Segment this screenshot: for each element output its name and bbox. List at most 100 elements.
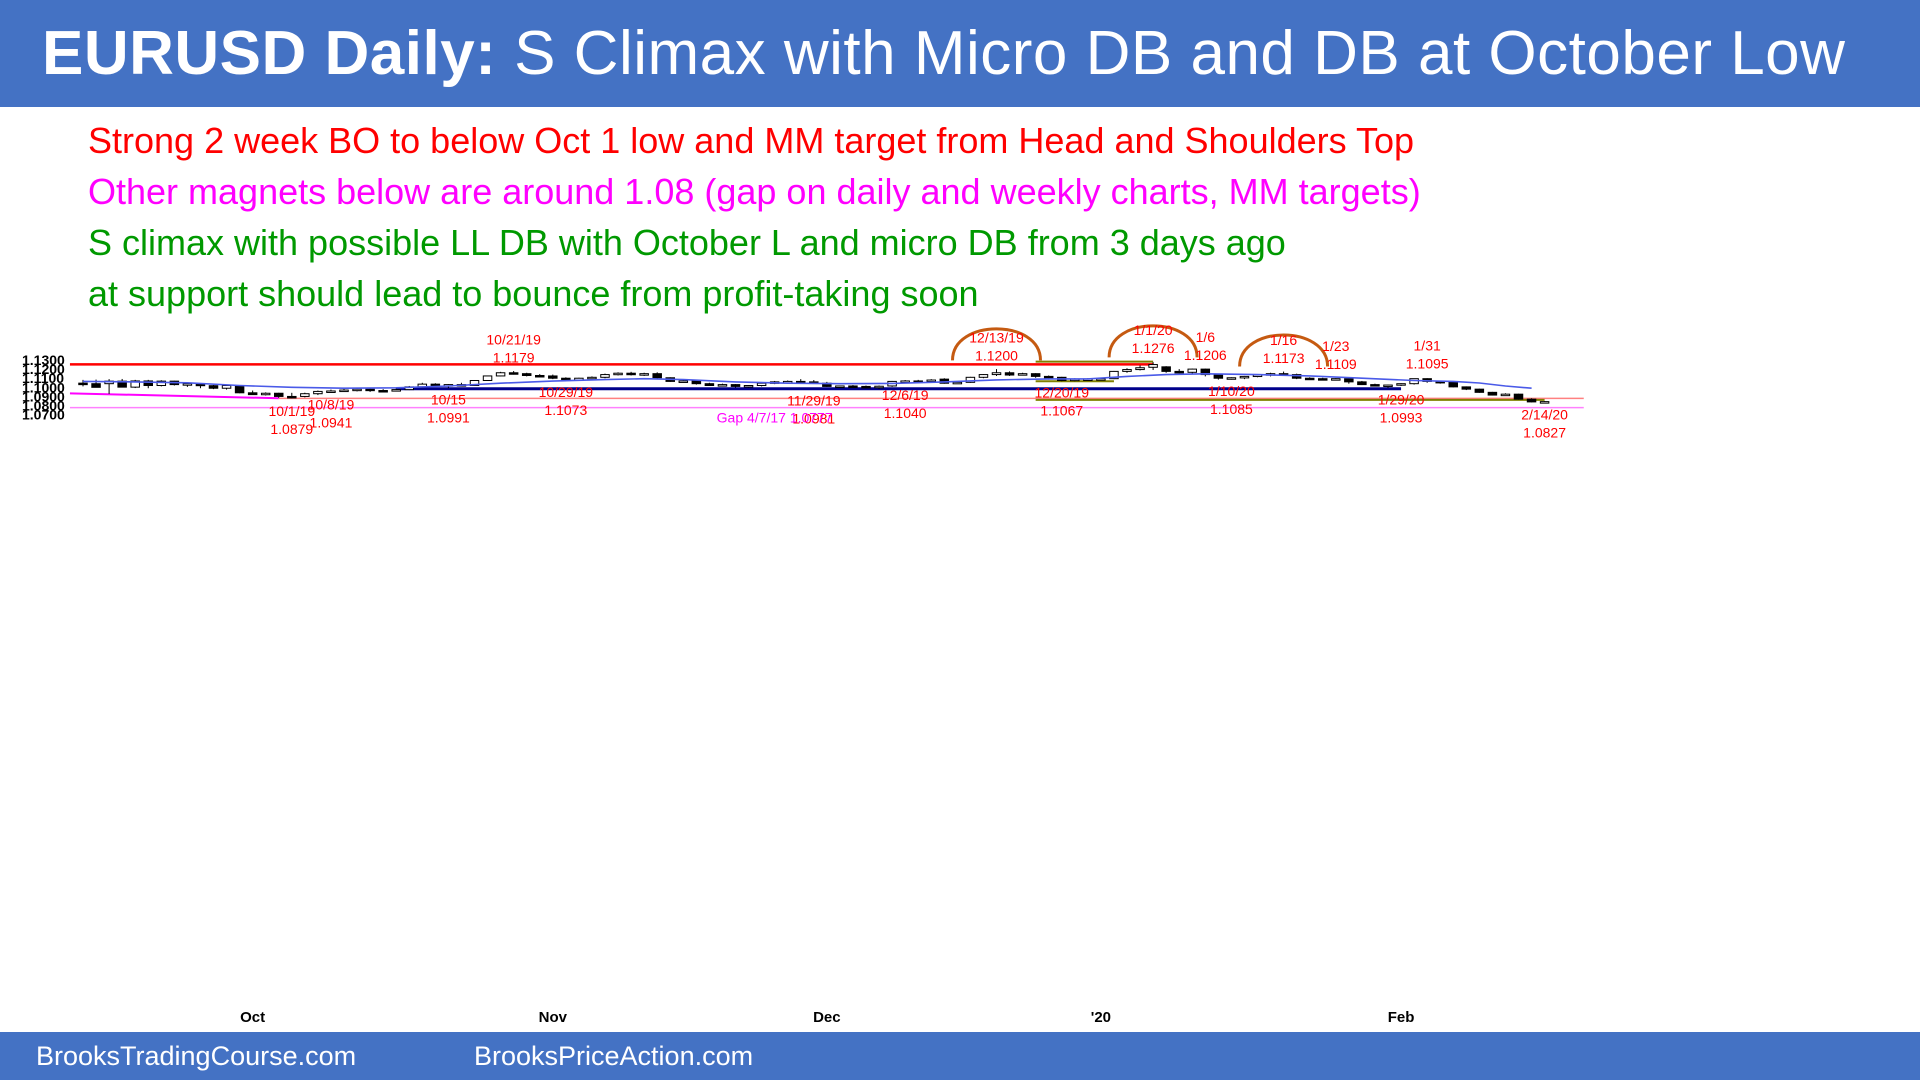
note-line: Strong 2 week BO to below Oct 1 low and …	[88, 120, 1415, 161]
bear-candle	[208, 385, 219, 389]
annotation-price: 1.0993	[1380, 410, 1423, 426]
annotation-price: 1.0879	[270, 421, 313, 437]
bear-candle	[1487, 391, 1498, 396]
bull-candle	[600, 374, 610, 378]
bear-candle	[521, 373, 532, 376]
annotation-price: 1.1173	[1263, 350, 1305, 366]
bear-candle	[848, 385, 858, 388]
bull-candle	[639, 373, 649, 376]
annotation-price: 1.1276	[1132, 340, 1175, 356]
bull-candle	[1122, 369, 1132, 372]
bull-candle	[952, 381, 963, 385]
bear-candle	[234, 385, 245, 394]
bear-candle	[535, 374, 545, 378]
bear-candle	[1304, 377, 1315, 381]
annotation-price: 1.1085	[1210, 401, 1253, 417]
bull-candle	[300, 393, 310, 397]
bull-candle	[743, 385, 754, 388]
bull-candle	[339, 389, 349, 393]
bull-candle	[835, 385, 845, 388]
bear-candle	[78, 382, 88, 386]
footer-link-right[interactable]: BrooksPriceAction.com	[474, 1041, 754, 1071]
annotation-price: 1.0827	[1523, 425, 1566, 441]
annotation-date: 12/13/19	[969, 330, 1024, 346]
annotation-date: 10/29/19	[539, 384, 594, 400]
wedge-line	[69, 392, 279, 400]
bull-candle	[756, 382, 767, 387]
bear-candle	[274, 392, 284, 397]
bear-candle	[1461, 386, 1472, 390]
annotation-price: 1.1200	[975, 348, 1018, 364]
annotation-date: 1/6	[1196, 329, 1216, 345]
y-tick-label: 1.0800	[22, 398, 65, 414]
bear-candle	[626, 372, 636, 376]
bear-candle	[561, 377, 571, 381]
title-description: S Climax with Micro DB and DB at October…	[496, 19, 1846, 88]
bull-candle	[1396, 383, 1406, 386]
bull-candle	[313, 390, 323, 395]
bull-candle	[469, 379, 480, 387]
moving-average-line	[82, 372, 1532, 390]
bear-candle	[1161, 366, 1171, 372]
bull-candle	[1331, 378, 1341, 381]
bull-candle	[978, 374, 989, 378]
gap-label: Gap 4/7/17 1.0777	[717, 409, 833, 425]
annotation-price: 1.0941	[310, 414, 353, 430]
bull-candle	[717, 384, 728, 387]
bear-candle	[1474, 388, 1485, 393]
annotation-date: 1/23	[1322, 338, 1349, 354]
annotation-price: 1.1073	[544, 402, 587, 418]
bull-candle	[1383, 384, 1393, 388]
footer-link-left[interactable]: BrooksTradingCourse.com	[36, 1041, 357, 1071]
annotation-date: 10/8/19	[308, 396, 355, 412]
bear-candle	[1030, 373, 1041, 377]
note-line: Other magnets below are around 1.08 (gap…	[88, 171, 1421, 212]
annotation-date: 1/1/20	[1134, 322, 1173, 338]
bull-candle	[1148, 364, 1158, 368]
x-tick-label: Dec	[813, 1009, 841, 1026]
annotation-date: 1/31	[1414, 337, 1441, 353]
notes-block: Strong 2 week BO to below Oct 1 low and …	[88, 115, 1421, 319]
bear-candle	[652, 373, 662, 379]
bull-candle	[1109, 370, 1119, 380]
y-tick-label: 1.0900	[22, 388, 65, 404]
head-arc	[1107, 324, 1199, 358]
bear-candle	[1448, 381, 1458, 388]
bear-candle	[1213, 374, 1224, 379]
bull-candle	[130, 380, 140, 388]
annotation-date: 10/21/19	[486, 331, 541, 347]
bear-candle	[287, 395, 297, 399]
bull-candle	[391, 389, 401, 392]
bear-candle	[1004, 372, 1015, 376]
bear-candle	[508, 372, 519, 375]
bull-candle	[260, 392, 271, 396]
page-title: EURUSD Daily: S Climax with Micro DB and…	[42, 18, 1845, 89]
annotation-price: 1.1109	[1315, 356, 1357, 372]
x-tick-label: Nov	[539, 1009, 568, 1026]
annotation-price: 1.0981	[792, 411, 835, 427]
annotation-date: 1/29/20	[1378, 392, 1425, 408]
bear-candle	[548, 375, 558, 379]
bear-candle	[1370, 384, 1380, 387]
bull-candle	[678, 380, 689, 383]
bull-candle	[874, 385, 884, 389]
note-line: at support should lead to bounce from pr…	[88, 273, 979, 314]
bear-candle	[91, 383, 101, 388]
x-tick-label: Oct	[240, 1009, 265, 1026]
annotation-price: 1.1179	[493, 349, 535, 365]
bear-candle	[247, 392, 258, 396]
annotation-date: 2/14/20	[1521, 407, 1568, 423]
candlestick-chart: 1.13001.12001.11001.10001.09001.08001.07…	[22, 322, 1584, 1026]
bull-candle	[495, 372, 506, 377]
annotation-price: 1.1040	[884, 405, 927, 421]
bull-candle	[587, 376, 597, 380]
bull-candle	[182, 383, 193, 386]
bear-candle	[861, 385, 871, 389]
title-bar: EURUSD Daily: S Climax with Micro DB and…	[0, 0, 1920, 107]
annotation-price: 1.1095	[1406, 355, 1449, 371]
bear-candle	[430, 383, 441, 387]
bull-candle	[1500, 393, 1511, 397]
bull-candle	[156, 380, 167, 387]
bull-candle	[352, 388, 362, 392]
bear-candle	[143, 380, 153, 387]
